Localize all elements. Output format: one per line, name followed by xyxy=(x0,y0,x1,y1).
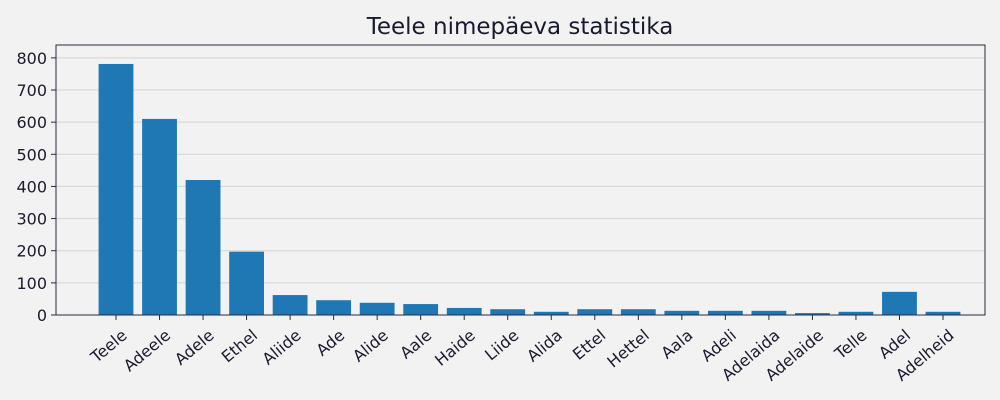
bar xyxy=(185,180,221,315)
y-tick-label: 500 xyxy=(16,145,47,164)
bars xyxy=(98,63,961,315)
y-tick-label: 800 xyxy=(16,49,47,68)
bar xyxy=(403,304,439,315)
x-tick-label: Aala xyxy=(657,326,696,363)
bar xyxy=(446,307,482,315)
x-tick-label: Ade xyxy=(312,326,348,360)
x-tick-label: Aliide xyxy=(259,326,305,369)
y-tick-label: 400 xyxy=(16,177,47,196)
y-tick-label: 700 xyxy=(16,81,47,100)
y-tick-label: 100 xyxy=(16,274,47,293)
bar xyxy=(142,118,177,315)
x-tick-label: Hettel xyxy=(603,326,653,372)
y-tick-label: 0 xyxy=(37,306,47,325)
bar xyxy=(577,309,613,315)
bar xyxy=(751,310,787,315)
x-tick-label: Adeele xyxy=(120,326,174,376)
x-tick-label: Adele xyxy=(171,326,218,369)
bar xyxy=(882,291,917,315)
x-tick-label: Alide xyxy=(349,326,392,366)
bar xyxy=(229,251,264,315)
bar xyxy=(707,310,743,315)
bar xyxy=(316,300,352,315)
bar xyxy=(272,295,308,315)
bar xyxy=(795,313,830,315)
bar xyxy=(533,311,569,315)
bar xyxy=(838,311,874,315)
x-tick-label: Telle xyxy=(830,326,870,364)
bar xyxy=(490,309,526,315)
bar xyxy=(925,311,961,315)
x-tick-label: Aale xyxy=(396,326,435,363)
bar xyxy=(98,63,134,315)
x-tick-label: Ethel xyxy=(218,326,261,367)
chart-title: Teele nimepäeva statistika xyxy=(366,14,674,40)
y-tick-label: 600 xyxy=(16,113,47,132)
x-tick-label: Liide xyxy=(481,326,522,365)
y-tick-label: 200 xyxy=(16,242,47,261)
bar xyxy=(620,309,656,315)
bar xyxy=(664,310,700,315)
y-tick-label: 300 xyxy=(16,210,47,229)
y-axis-ticks: 0 100 200 300 400 500 600 700 800 xyxy=(16,49,56,325)
plot-frame xyxy=(55,44,986,316)
x-tick-label: Haide xyxy=(431,326,479,370)
x-tick-label: Alida xyxy=(523,326,566,366)
bar xyxy=(359,302,395,315)
